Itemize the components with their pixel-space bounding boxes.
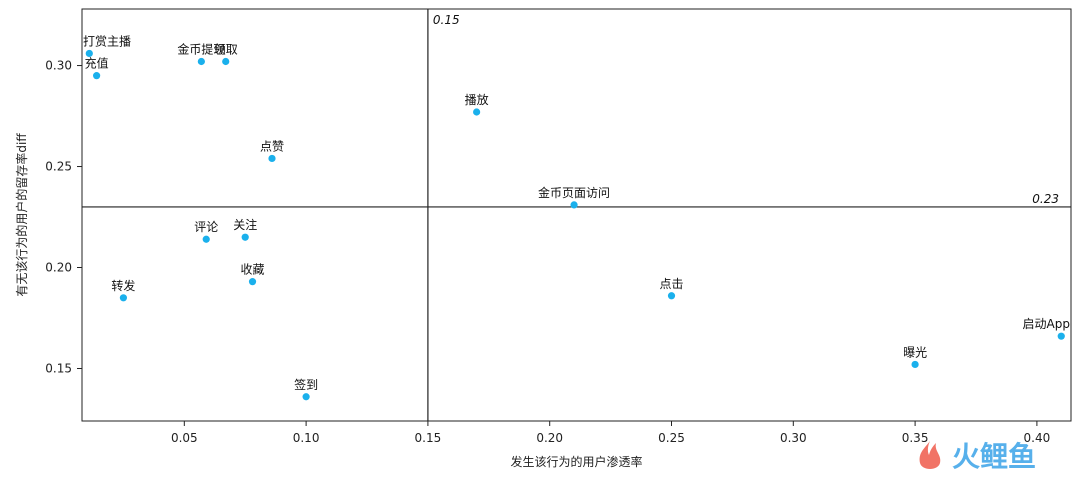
data-label: 金币提现 xyxy=(177,42,225,57)
data-label: 曝光 xyxy=(903,345,927,359)
x-axis-label: 发生该行为的用户渗透率 xyxy=(510,454,642,469)
data-point[interactable] xyxy=(248,278,257,286)
data-point[interactable] xyxy=(222,57,230,66)
x-tick-label: 0.40 xyxy=(1024,431,1051,445)
data-point[interactable] xyxy=(85,49,93,58)
x-tick-label: 0.30 xyxy=(780,431,807,445)
data-point[interactable] xyxy=(473,108,481,116)
plot-frame xyxy=(81,8,1072,422)
data-point[interactable] xyxy=(268,154,276,163)
data-label: 评论 xyxy=(194,220,218,234)
y-tick-label: 0.15 xyxy=(45,361,72,375)
x-tick-label: 0.35 xyxy=(902,431,929,445)
data-label: 打赏主播 xyxy=(83,34,131,48)
data-label: 转发 xyxy=(111,278,135,293)
watermark-logo: 火鲤鱼 xyxy=(912,435,1062,479)
data-point[interactable] xyxy=(119,294,128,302)
data-point[interactable] xyxy=(93,72,101,80)
data-label: 启动App xyxy=(1023,317,1070,331)
y-axis-label: 有无该行为的用户的留存率diff xyxy=(14,133,29,297)
data-point[interactable] xyxy=(1057,332,1065,340)
data-label: 充值 xyxy=(85,56,109,71)
data-label: 点击 xyxy=(659,277,683,291)
x-tick-label: 0.05 xyxy=(171,431,198,445)
data-point[interactable] xyxy=(197,57,205,66)
y-tick-label: 0.25 xyxy=(45,160,72,174)
x-tick-label: 0.15 xyxy=(415,431,442,445)
x-reference-label: 0.15 xyxy=(433,13,460,27)
data-label: 领取 xyxy=(214,43,238,57)
data-point[interactable] xyxy=(302,393,310,401)
huoli-logo-icon: 火鲤鱼 xyxy=(919,440,1036,473)
y-tick-label: 0.30 xyxy=(45,59,72,73)
data-label: 播放 xyxy=(465,92,489,107)
data-label: 点赞 xyxy=(260,139,284,153)
data-label: 签到 xyxy=(294,377,318,392)
y-tick-label: 0.20 xyxy=(45,261,72,275)
data-label: 关注 xyxy=(233,217,257,232)
y-reference-label: 0.23 xyxy=(1032,192,1059,206)
data-point[interactable] xyxy=(667,292,676,300)
data-point[interactable] xyxy=(570,201,578,209)
x-tick-label: 0.20 xyxy=(536,431,563,445)
data-point[interactable] xyxy=(241,233,249,241)
data-label: 收藏 xyxy=(241,263,265,277)
x-tick-label: 0.10 xyxy=(293,431,320,445)
svg-text:火鲤鱼: 火鲤鱼 xyxy=(952,440,1036,473)
data-label: 金币页面访问 xyxy=(538,185,610,200)
x-tick-label: 0.25 xyxy=(658,431,685,445)
data-point[interactable] xyxy=(911,360,919,369)
data-point[interactable] xyxy=(202,235,210,243)
